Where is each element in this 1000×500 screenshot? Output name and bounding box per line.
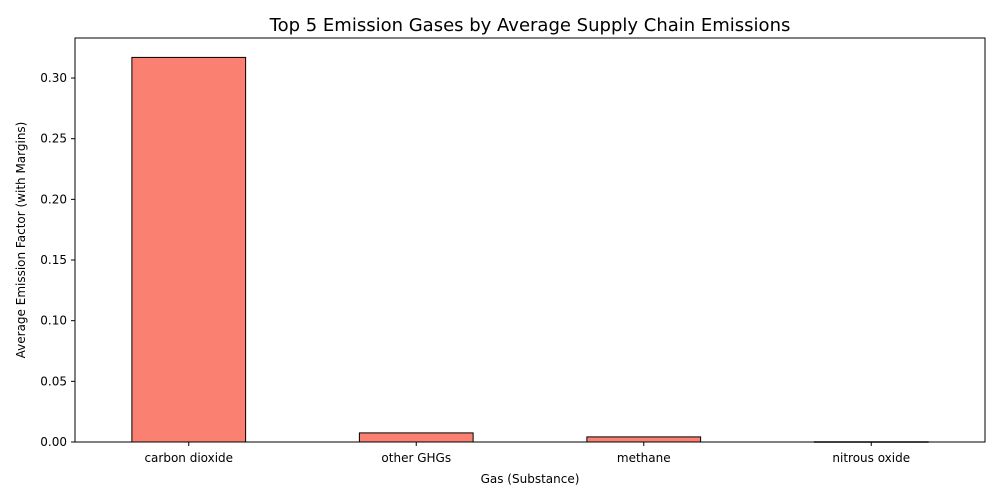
y-tick-label: 0.25 [40, 132, 67, 146]
y-tick-label: 0.15 [40, 253, 67, 267]
y-tick-label: 0.30 [40, 71, 67, 85]
y-tick-label: 0.05 [40, 374, 67, 388]
y-tick-label: 0.10 [40, 314, 67, 328]
axes-frame [74, 37, 986, 443]
y-tick-label: 0.00 [40, 435, 67, 449]
y-axis-title: Average Emission Factor (with Margins) [14, 122, 28, 359]
x-axis-title: Gas (Substance) [481, 472, 580, 486]
bar-other-ghgs [358, 432, 474, 443]
x-tick-label: carbon dioxide [144, 451, 233, 465]
x-tick-label: other GHGs [381, 451, 451, 465]
x-tick-label: methane [617, 451, 671, 465]
bar-methane [586, 436, 702, 443]
bar-carbon-dioxide [131, 56, 247, 443]
chart-title: Top 5 Emission Gases by Average Supply C… [269, 15, 791, 36]
y-tick-label: 0.20 [40, 192, 67, 206]
x-tick-label: nitrous oxide [832, 451, 910, 465]
plot-area: carbon dioxide other GHGs methane nitrous o… [40, 37, 986, 465]
